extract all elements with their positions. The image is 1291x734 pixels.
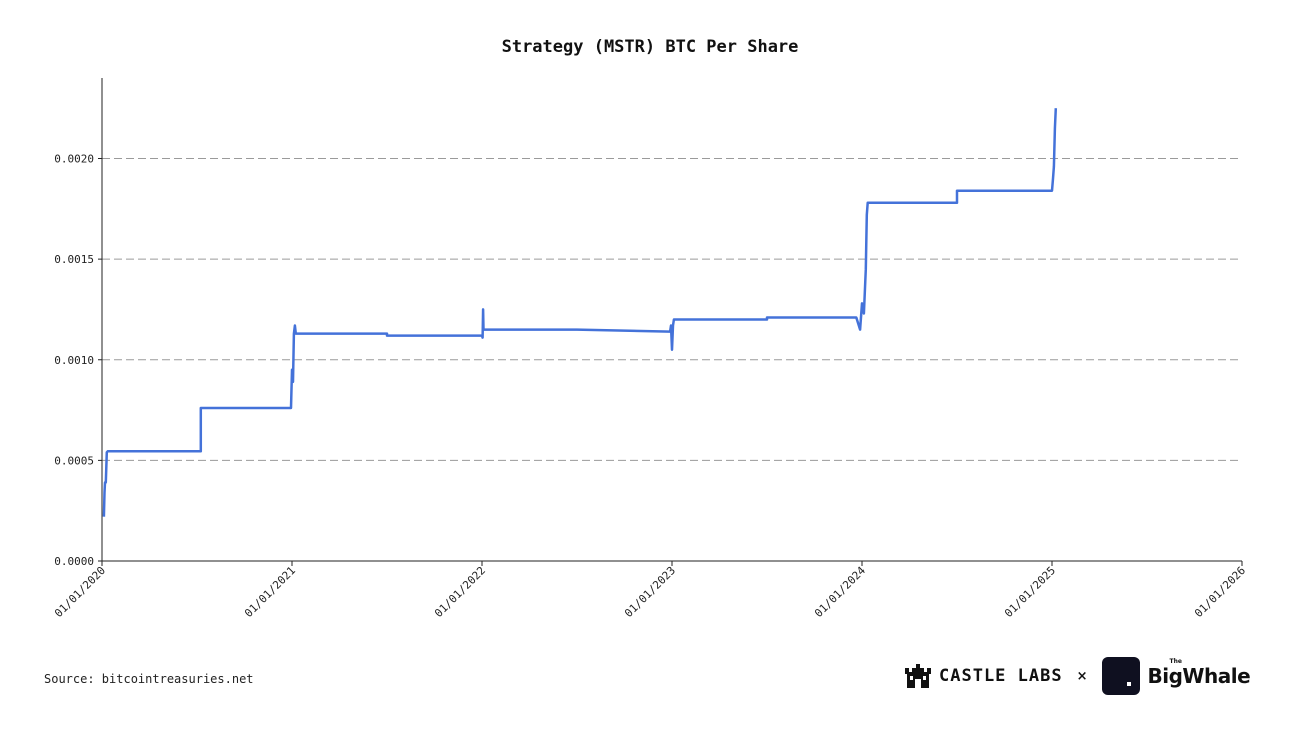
x-tick-label: 01/01/2020 (52, 564, 108, 620)
x-tick-label: 01/01/2024 (812, 564, 868, 620)
brand-logos: CASTLE LABS × The BigWhale (905, 656, 1251, 696)
castle-labs-logo-text: CASTLE LABS (939, 666, 1063, 686)
y-tick-label: 0.0010 (54, 354, 94, 367)
x-axis-ticks: 01/01/2020 01/01/2021 01/01/2022 01/01/2023… (52, 561, 1248, 620)
series-group (102, 108, 1058, 517)
y-tick-label: 0.0005 (54, 454, 94, 467)
series-line-btc-per-share (102, 108, 1058, 517)
times-separator: × (1076, 668, 1088, 684)
castle-icon (905, 664, 931, 688)
x-tick-label: 01/01/2023 (622, 564, 678, 620)
x-tick-label: 01/01/2025 (1002, 564, 1058, 620)
source-caption: Source: bitcointreasuries.net (44, 672, 254, 686)
y-tick-label: 0.0000 (54, 555, 94, 568)
grid-lines (102, 158, 1242, 461)
axes (101, 78, 1242, 562)
y-tick-label: 0.0015 (54, 253, 94, 266)
y-tick-label: 0.0020 (54, 153, 94, 166)
big-whale-icon (1101, 657, 1140, 695)
x-tick-label: 01/01/2026 (1192, 564, 1248, 620)
chart-title: Strategy (MSTR) BTC Per Share (502, 37, 799, 57)
big-whale-logo-text: BigWhale (1147, 664, 1251, 688)
big-whale-logo: The BigWhale (1147, 658, 1251, 688)
x-tick-label: 01/01/2021 (242, 564, 298, 620)
y-axis-ticks: 0.0000 0.0005 0.0010 0.0015 0.0020 (54, 153, 102, 568)
x-tick-label: 01/01/2022 (432, 564, 488, 620)
big-whale-the-text: The (1169, 658, 1182, 665)
